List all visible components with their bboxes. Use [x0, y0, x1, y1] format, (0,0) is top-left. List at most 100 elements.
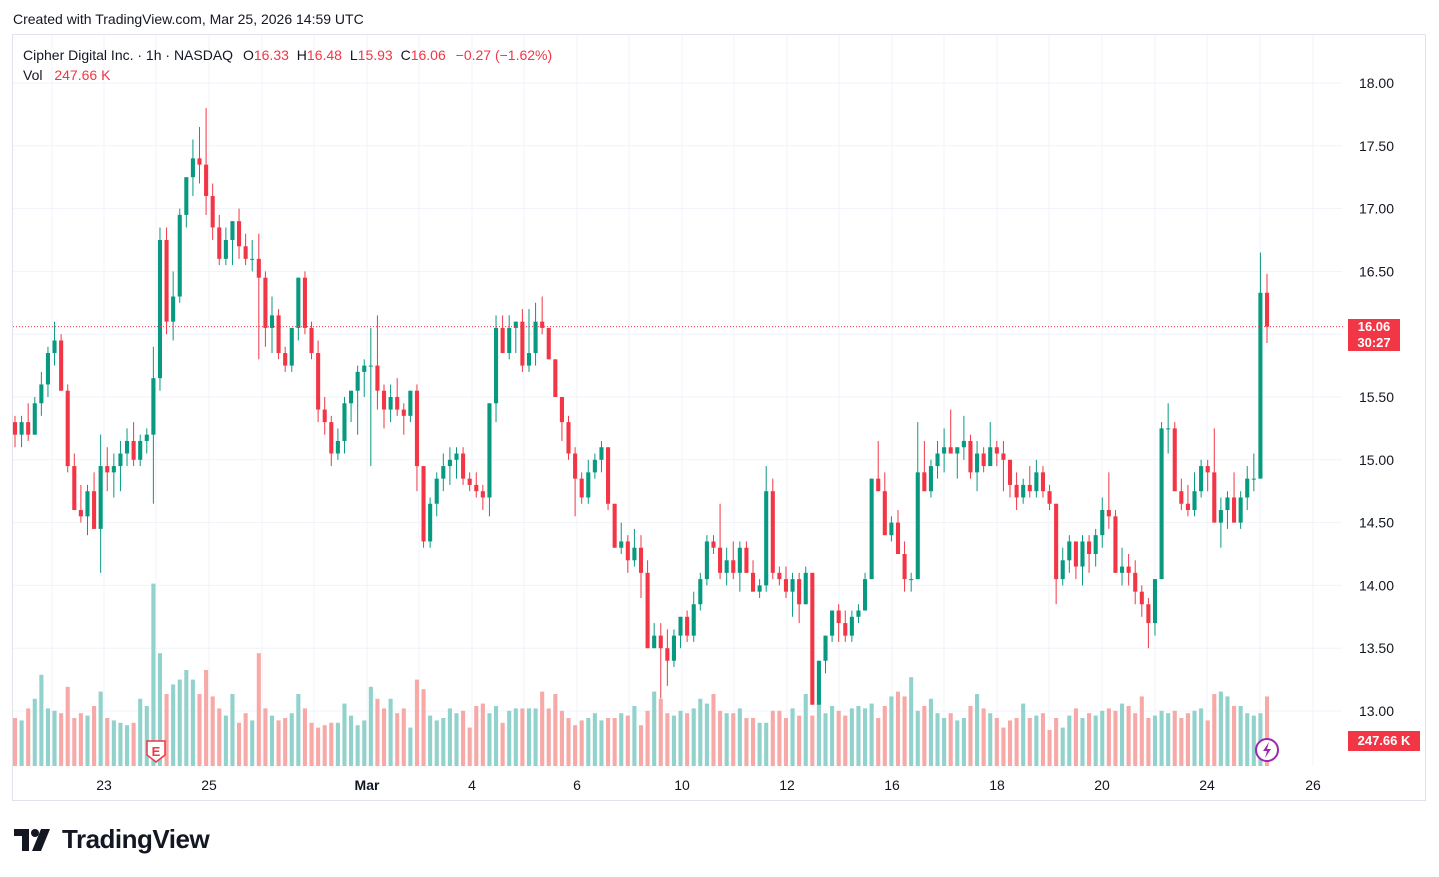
volume-bar: [493, 706, 499, 766]
price-axis-label: 17.00: [1359, 201, 1394, 217]
candle-body: [988, 447, 993, 467]
volume-bar: [1152, 715, 1158, 766]
candle-body: [816, 660, 821, 705]
candle-body: [1126, 566, 1131, 573]
candle-body: [1027, 484, 1032, 492]
created-header: Created with TradingView.com, Mar 25, 20…: [13, 11, 364, 27]
volume-bar: [12, 718, 18, 766]
volume-bar: [994, 718, 999, 766]
volume-bar: [704, 703, 709, 766]
price-axis-label: 14.50: [1359, 515, 1394, 531]
candle-body: [533, 321, 538, 354]
price-axis-label: 17.50: [1359, 138, 1394, 154]
volume-bar: [513, 708, 518, 766]
candle-body: [869, 478, 874, 580]
volume-bar: [1021, 703, 1026, 766]
volume-bar: [32, 698, 37, 766]
candle-body: [124, 440, 130, 454]
candle-body: [355, 371, 360, 391]
legend-symbol: Cipher Digital Inc. · 1h · NASDAQ: [23, 47, 234, 63]
volume-bar: [975, 694, 980, 766]
volume-bar: [1218, 691, 1223, 766]
candle-body: [836, 610, 841, 624]
candle-body: [678, 616, 683, 636]
volume-bar: [606, 718, 611, 766]
candle-body: [632, 547, 637, 561]
candle-body: [1060, 560, 1065, 580]
volume-bar: [625, 715, 630, 766]
candle-body: [750, 572, 756, 592]
volume-bar: [573, 725, 578, 766]
candle-body: [1014, 484, 1019, 498]
candle-body: [961, 440, 966, 448]
candle-body: [856, 610, 861, 617]
candle-body: [309, 327, 314, 354]
volume-bar: [1034, 715, 1039, 766]
volume-bar: [428, 715, 433, 766]
volume-bar: [500, 722, 505, 766]
volume-bar: [909, 677, 914, 766]
candle-body: [981, 453, 986, 467]
volume-bar: [579, 720, 584, 766]
candle-body: [764, 491, 769, 586]
volume-bar: [111, 720, 116, 766]
volume-bar: [98, 691, 103, 766]
volume-bar: [1014, 718, 1019, 766]
time-axis-label: 6: [573, 777, 581, 793]
candle-body: [78, 510, 83, 517]
legend-low-label: L: [349, 47, 358, 63]
candle-body: [797, 579, 802, 605]
volume-bar: [1133, 713, 1138, 766]
price-axis-label: 15.50: [1359, 389, 1394, 405]
candle-body: [269, 315, 275, 328]
volume-bar: [876, 718, 881, 766]
volume-bar: [487, 713, 492, 766]
candle-body: [1100, 510, 1105, 536]
volume-bar: [39, 674, 44, 766]
candle-body: [1047, 491, 1052, 504]
volume-bar: [256, 653, 261, 766]
candle-body: [177, 214, 182, 297]
time-axis-label: 18: [989, 777, 1005, 793]
candle-body: [612, 503, 617, 548]
volume-bar: [263, 708, 268, 766]
candle-body: [32, 403, 37, 435]
volume-bar: [335, 722, 340, 766]
volume-bar: [698, 698, 703, 766]
time-axis-label: 20: [1094, 777, 1110, 793]
candle-body: [711, 541, 716, 548]
volume-bar: [124, 725, 130, 766]
candle-body: [467, 478, 472, 485]
volume-bar: [243, 713, 248, 766]
candle-body: [487, 403, 492, 498]
volume-bar: [1199, 708, 1204, 766]
candle-body: [704, 541, 709, 580]
volume-bar: [968, 706, 973, 766]
candle-body: [302, 277, 307, 328]
candle-body: [144, 434, 149, 441]
volume-bar: [942, 718, 947, 766]
candle-body: [105, 466, 110, 473]
candle-body: [1007, 459, 1013, 485]
volume-bar: [711, 694, 716, 766]
tradingview-logo[interactable]: TradingView: [14, 824, 210, 855]
volume-bar: [1258, 713, 1263, 766]
candle-body: [915, 472, 920, 580]
volume-bar: [447, 708, 452, 766]
volume-bar: [204, 670, 209, 766]
candle-body: [237, 221, 242, 247]
candle-body: [428, 503, 433, 542]
candle-body: [718, 547, 723, 573]
volume-bar: [1106, 708, 1111, 766]
volume-bar: [302, 708, 307, 766]
candle-body: [507, 327, 512, 354]
price-axis-label: 13.50: [1359, 640, 1394, 656]
volume-bar: [777, 710, 782, 766]
volume-bar: [507, 710, 512, 766]
candle-body: [770, 491, 775, 573]
candle-body: [500, 327, 505, 354]
candle-body: [1106, 510, 1111, 517]
candle-body: [579, 478, 584, 498]
candle-body: [1119, 566, 1125, 573]
